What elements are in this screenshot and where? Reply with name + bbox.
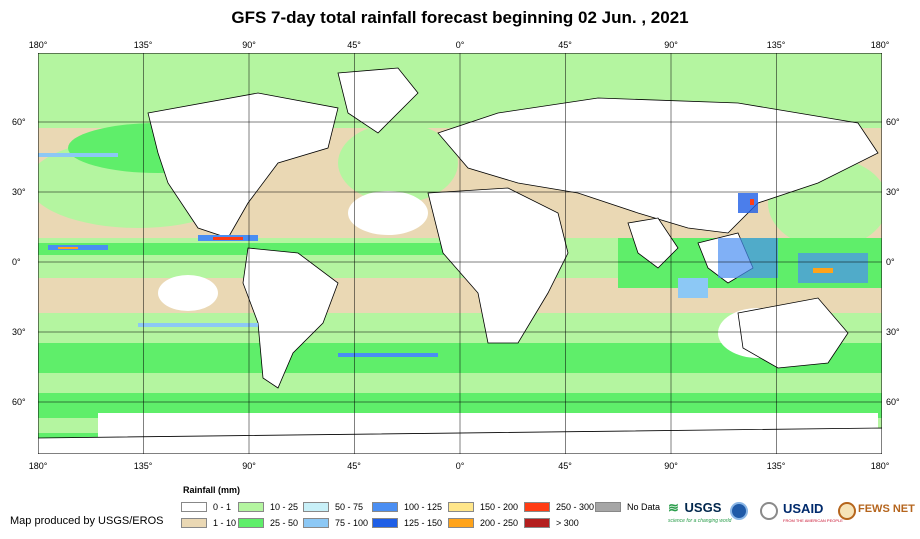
seal-icon <box>760 502 778 520</box>
lon-tick-top: 90° <box>664 40 678 50</box>
usgs-logo-text: USGS <box>684 500 722 515</box>
legend-item: 0 - 1 <box>181 501 231 512</box>
legend-swatch <box>372 517 398 528</box>
lat-tick-right: 0° <box>886 257 895 267</box>
lon-tick-bottom: 135° <box>133 461 153 471</box>
legend-label: 0 - 1 <box>213 501 232 512</box>
legend-label: 25 - 50 <box>270 517 299 528</box>
legend-item: 150 - 200 <box>448 501 518 512</box>
legend-item: 125 - 150 <box>372 517 442 528</box>
usaid-tagline: FROM THE AMERICAN PEOPLE <box>783 518 843 523</box>
legend-label: 250 - 300 <box>556 501 595 512</box>
legend-label: 200 - 250 <box>480 517 519 528</box>
lat-tick-left: 30° <box>12 187 26 197</box>
legend-swatch <box>524 517 550 528</box>
legend-label: No Data <box>627 501 661 512</box>
lon-tick-top: 180° <box>870 40 890 50</box>
lon-tick-bottom: 45° <box>347 461 361 471</box>
lat-tick-right: 60° <box>886 397 900 407</box>
legend-item: 50 - 75 <box>303 501 363 512</box>
heavy-rain <box>38 153 868 357</box>
legend-item: 200 - 250 <box>448 517 518 528</box>
legend-swatch <box>448 517 474 528</box>
rainfall-map <box>38 53 882 454</box>
lon-tick-bottom: 45° <box>558 461 572 471</box>
legend-label: 1 - 10 <box>213 517 237 528</box>
legend-swatch <box>372 501 398 512</box>
legend-swatch <box>238 517 264 528</box>
legend-swatch <box>181 517 207 528</box>
legend-item: No Data <box>595 501 660 512</box>
legend-item: > 300 <box>524 517 579 528</box>
legend-item: 10 - 25 <box>238 501 298 512</box>
graticule <box>38 53 882 454</box>
lat-tick-right: 30° <box>886 327 900 337</box>
legend-label: 75 - 100 <box>335 517 369 528</box>
legend-swatch <box>303 517 329 528</box>
legend-item: 75 - 100 <box>303 517 368 528</box>
legend-label: 10 - 25 <box>270 501 299 512</box>
lon-tick-bottom: 135° <box>766 461 786 471</box>
legend-title: Rainfall (mm) <box>183 485 241 495</box>
usgs-tagline: science for a changing world <box>668 518 732 524</box>
legend-label: 100 - 125 <box>404 501 443 512</box>
lon-tick-bottom: 90° <box>664 461 678 471</box>
lat-tick-left: 60° <box>12 397 26 407</box>
fews-net-globe-icon <box>838 502 856 520</box>
legend-label: > 300 <box>556 517 579 528</box>
lon-tick-top: 45° <box>558 40 572 50</box>
legend-item: 250 - 300 <box>524 501 594 512</box>
lon-tick-bottom: 90° <box>242 461 256 471</box>
legend-item: 25 - 50 <box>238 517 298 528</box>
usaid-logo: USAID <box>783 501 824 516</box>
lon-tick-top: 45° <box>347 40 361 50</box>
legend-label: 150 - 200 <box>480 501 519 512</box>
noaa-logo-icon <box>730 502 748 520</box>
legend-item: 100 - 125 <box>372 501 442 512</box>
lon-tick-top: 180° <box>28 40 48 50</box>
legend-swatch <box>524 501 550 512</box>
legend-label: 50 - 75 <box>335 501 364 512</box>
usgs-wave-icon: ≋ <box>668 500 679 515</box>
legend-swatch <box>238 501 264 512</box>
legend-swatch <box>181 501 207 512</box>
legend-label: 125 - 150 <box>404 517 443 528</box>
legend-swatch <box>303 501 329 512</box>
lat-tick-left: 30° <box>12 327 26 337</box>
legend-swatch <box>448 501 474 512</box>
lat-tick-right: 30° <box>886 187 900 197</box>
map-title: GFS 7-day total rainfall forecast beginn… <box>231 8 689 27</box>
lon-tick-bottom: 180° <box>870 461 890 471</box>
usgs-logo: ≋ USGS <box>668 500 721 516</box>
lon-tick-top: 0° <box>455 40 465 50</box>
lon-tick-top: 90° <box>242 40 256 50</box>
lat-tick-left: 60° <box>12 117 26 127</box>
map-credit: Map produced by USGS/EROS <box>10 515 164 527</box>
lon-tick-top: 135° <box>766 40 786 50</box>
lat-tick-right: 60° <box>886 117 900 127</box>
legend-swatch <box>595 501 621 512</box>
lon-tick-bottom: 180° <box>28 461 48 471</box>
legend-item: 1 - 10 <box>181 517 236 528</box>
lon-tick-bottom: 0° <box>455 461 465 471</box>
lat-tick-left: 0° <box>12 257 21 267</box>
fews-net-logo: FEWS NET <box>858 503 915 515</box>
lon-tick-top: 135° <box>133 40 153 50</box>
